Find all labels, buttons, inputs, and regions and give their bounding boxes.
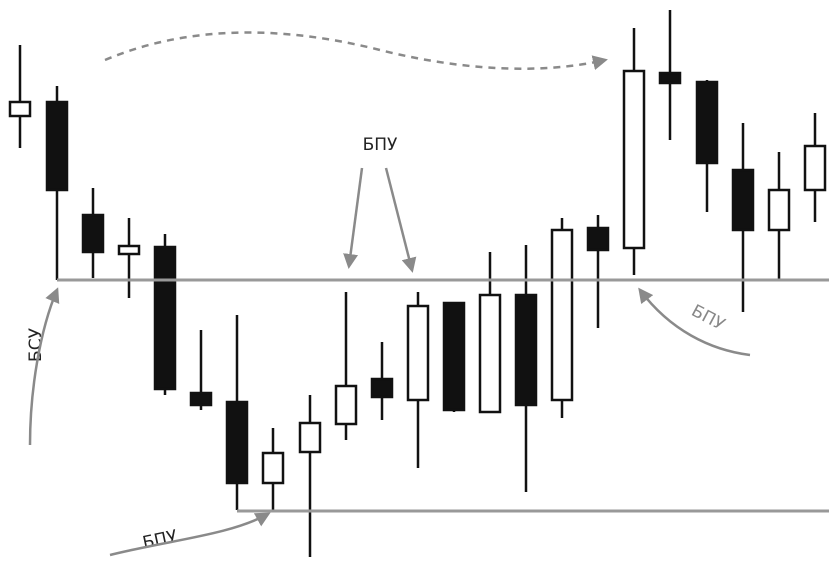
candle-body [514,293,538,407]
dashed-arrow [104,31,608,71]
label-top: БПУ [363,135,398,155]
candle-body [622,69,646,250]
candle-body [406,304,430,402]
candle-body [695,80,719,165]
candle-body [586,226,610,252]
candle-body [153,245,177,391]
candle-body [731,168,755,232]
label-left: БСУ [26,327,46,362]
candle-body [225,400,249,485]
candle-body [261,451,285,485]
candle-body [8,100,32,118]
arrow [638,287,751,357]
arrow [109,512,271,557]
candles [8,10,827,557]
label-bottom: БПУ [141,526,180,553]
candle-body [478,293,502,414]
candle-body [550,228,574,402]
candle-body [334,384,358,426]
candle-body [189,391,213,407]
candle-body [442,301,466,412]
candle-body [370,377,394,399]
candle-body [767,188,791,232]
candle-body [81,213,105,254]
candle-body [298,421,322,454]
arrow [343,167,364,269]
arrow [28,287,60,446]
candle-body [117,244,141,256]
candle-body [658,71,682,85]
candle-body [45,100,69,192]
arrow [384,167,417,273]
candle-body [803,144,827,192]
label-right: БПУ [688,301,729,335]
